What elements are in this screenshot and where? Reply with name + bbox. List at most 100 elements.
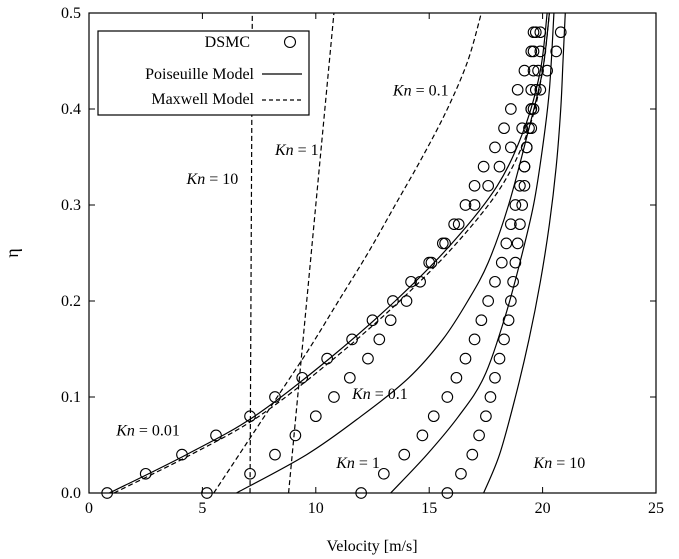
y-tick-label: 0.0 xyxy=(61,485,81,502)
x-tick-label: 25 xyxy=(648,500,664,517)
dsmc-point-kn-0_1 xyxy=(498,122,510,135)
dsmc-point-kn-1 xyxy=(377,467,390,480)
dsmc-point-kn-0_01 xyxy=(244,410,256,423)
dsmc-point-kn-0_01 xyxy=(139,467,152,480)
x-tick-label: 20 xyxy=(535,500,551,517)
legend-circle-marker xyxy=(283,35,297,49)
dsmc-point-kn-0_01 xyxy=(210,429,222,442)
dsmc-point-kn-1 xyxy=(489,275,501,288)
dsmc-point-kn-10 xyxy=(473,429,485,442)
plot-area xyxy=(88,12,657,499)
legend-label-maxwell: Maxwell Model xyxy=(151,91,254,108)
dsmc-point-kn-0_01 xyxy=(541,64,553,77)
dsmc-point-kn-10 xyxy=(466,448,479,461)
dsmc-point-kn-10 xyxy=(525,103,538,115)
kn-annotation: Kn = 0.1 xyxy=(351,386,408,403)
dsmc-point-kn-0_01 xyxy=(346,333,358,346)
x-axis-label: Velocity [m/s] xyxy=(326,538,417,555)
dsmc-point-kn-10 xyxy=(484,391,497,403)
dsmc-point-kn-0_1 xyxy=(343,371,356,384)
dsmc-point-kn-10 xyxy=(520,141,533,154)
dsmc-point-kn-10 xyxy=(518,160,531,173)
dsmc-point-kn-0_01 xyxy=(516,122,529,135)
dsmc-point-kn-0_01 xyxy=(452,218,465,231)
dsmc-point-kn-1 xyxy=(532,64,544,77)
dsmc-point-kn-0_1 xyxy=(400,295,413,307)
dsmc-point-kn-10 xyxy=(514,218,526,231)
dsmc-point-kn-10 xyxy=(455,467,467,480)
dsmc-point-kn-1 xyxy=(500,237,513,250)
dsmc-point-kn-1 xyxy=(468,333,481,346)
dsmc-point-kn-0_01 xyxy=(423,256,436,269)
dsmc-point-kn-0_01 xyxy=(387,295,399,307)
kn-annotation: Kn = 1 xyxy=(274,142,319,159)
maxwell-curve-kn-1 xyxy=(287,13,335,493)
dsmc-point-kn-0_1 xyxy=(384,314,397,327)
y-tick-label: 0.5 xyxy=(61,5,81,22)
dsmc-point-kn-10 xyxy=(529,26,542,39)
dsmc-point-kn-0_01 xyxy=(493,160,506,173)
kn-value: = 0.1 xyxy=(371,386,408,403)
dsmc-point-kn-10 xyxy=(502,314,515,327)
dsmc-point-kn-10 xyxy=(489,371,501,384)
dsmc-point-kn-0_1 xyxy=(244,467,256,480)
dsmc-point-kn-10 xyxy=(504,295,517,307)
dsmc-point-kn-0_01 xyxy=(504,141,517,154)
dsmc-point-kn-1 xyxy=(427,410,440,423)
kn-annotation: Kn = 10 xyxy=(186,171,239,188)
dsmc-point-kn-0_1 xyxy=(269,448,281,461)
kn-value: = 10 xyxy=(205,171,238,188)
dsmc-point-kn-10 xyxy=(498,333,510,346)
dsmc-point-kn-1 xyxy=(450,371,463,384)
dsmc-point-kn-1 xyxy=(459,352,472,365)
dsmc-point-kn-0_1 xyxy=(477,160,490,173)
x-tick-label: 10 xyxy=(308,500,324,517)
dsmc-point-kn-0_1 xyxy=(362,352,374,365)
dsmc-point-kn-0_1 xyxy=(489,141,501,154)
axis-ticks: 0 5 10 15 20 25 0.0 0.1 0.2 0.3 0.4 0.5 xyxy=(61,5,664,517)
dsmc-point-kn-0_01 xyxy=(534,83,547,96)
kn-value: = 10 xyxy=(552,455,585,472)
legend-label-poiseuille: Poiseuille Model xyxy=(145,66,254,83)
x-tick-label: 0 xyxy=(85,500,93,517)
dsmc-point-kn-10 xyxy=(480,410,492,423)
dsmc-point-kn-0_1 xyxy=(289,429,302,442)
dsmc-point-kn-1 xyxy=(504,218,517,231)
dsmc-point-kn-0_1 xyxy=(425,256,438,269)
dsmc-point-kn-1 xyxy=(534,26,547,39)
kn-symbol: Kn xyxy=(115,422,135,439)
legend-box xyxy=(97,30,310,116)
dsmc-point-kn-0_01 xyxy=(468,199,481,211)
dsmc-point-kn-10 xyxy=(527,64,540,77)
dsmc-point-kn-10 xyxy=(509,256,522,269)
kn-value: = 1 xyxy=(294,142,319,159)
dsmc-point-kn-10 xyxy=(523,122,535,135)
dsmc-point-kn-0_1 xyxy=(309,410,322,423)
dsmc-point-kn-1 xyxy=(482,295,495,307)
kn-symbol: Kn xyxy=(351,386,371,403)
marker-layer xyxy=(101,26,567,499)
x-tick-label: 15 xyxy=(421,500,437,517)
x-tick-label: 5 xyxy=(198,500,206,517)
dsmc-point-kn-1 xyxy=(398,448,411,461)
dsmc-point-kn-0_01 xyxy=(482,179,495,192)
dsmc-point-kn-10 xyxy=(525,83,538,96)
y-tick-label: 0.4 xyxy=(61,101,81,118)
plot-frame xyxy=(88,12,657,494)
dsmc-point-kn-0_01 xyxy=(366,314,379,327)
dsmc-point-kn-0_01 xyxy=(554,26,567,39)
kn-value: = 1 xyxy=(355,455,380,472)
kn-annotation: Kn = 10 xyxy=(533,455,586,472)
dsmc-point-kn-10 xyxy=(511,237,524,250)
poiseuille-curve-kn-1 xyxy=(390,13,555,493)
dsmc-point-kn-0_01 xyxy=(176,448,188,461)
dsmc-point-kn-0_1 xyxy=(373,333,386,346)
dsmc-point-kn-0_01 xyxy=(296,371,309,384)
y-tick-label: 0.2 xyxy=(61,293,81,310)
dsmc-point-kn-0_1 xyxy=(448,218,460,231)
kn-symbol: Kn xyxy=(392,83,412,100)
kn-symbol: Kn xyxy=(186,171,206,188)
dsmc-point-kn-1 xyxy=(416,429,429,442)
dsmc-point-kn-1 xyxy=(514,179,526,192)
